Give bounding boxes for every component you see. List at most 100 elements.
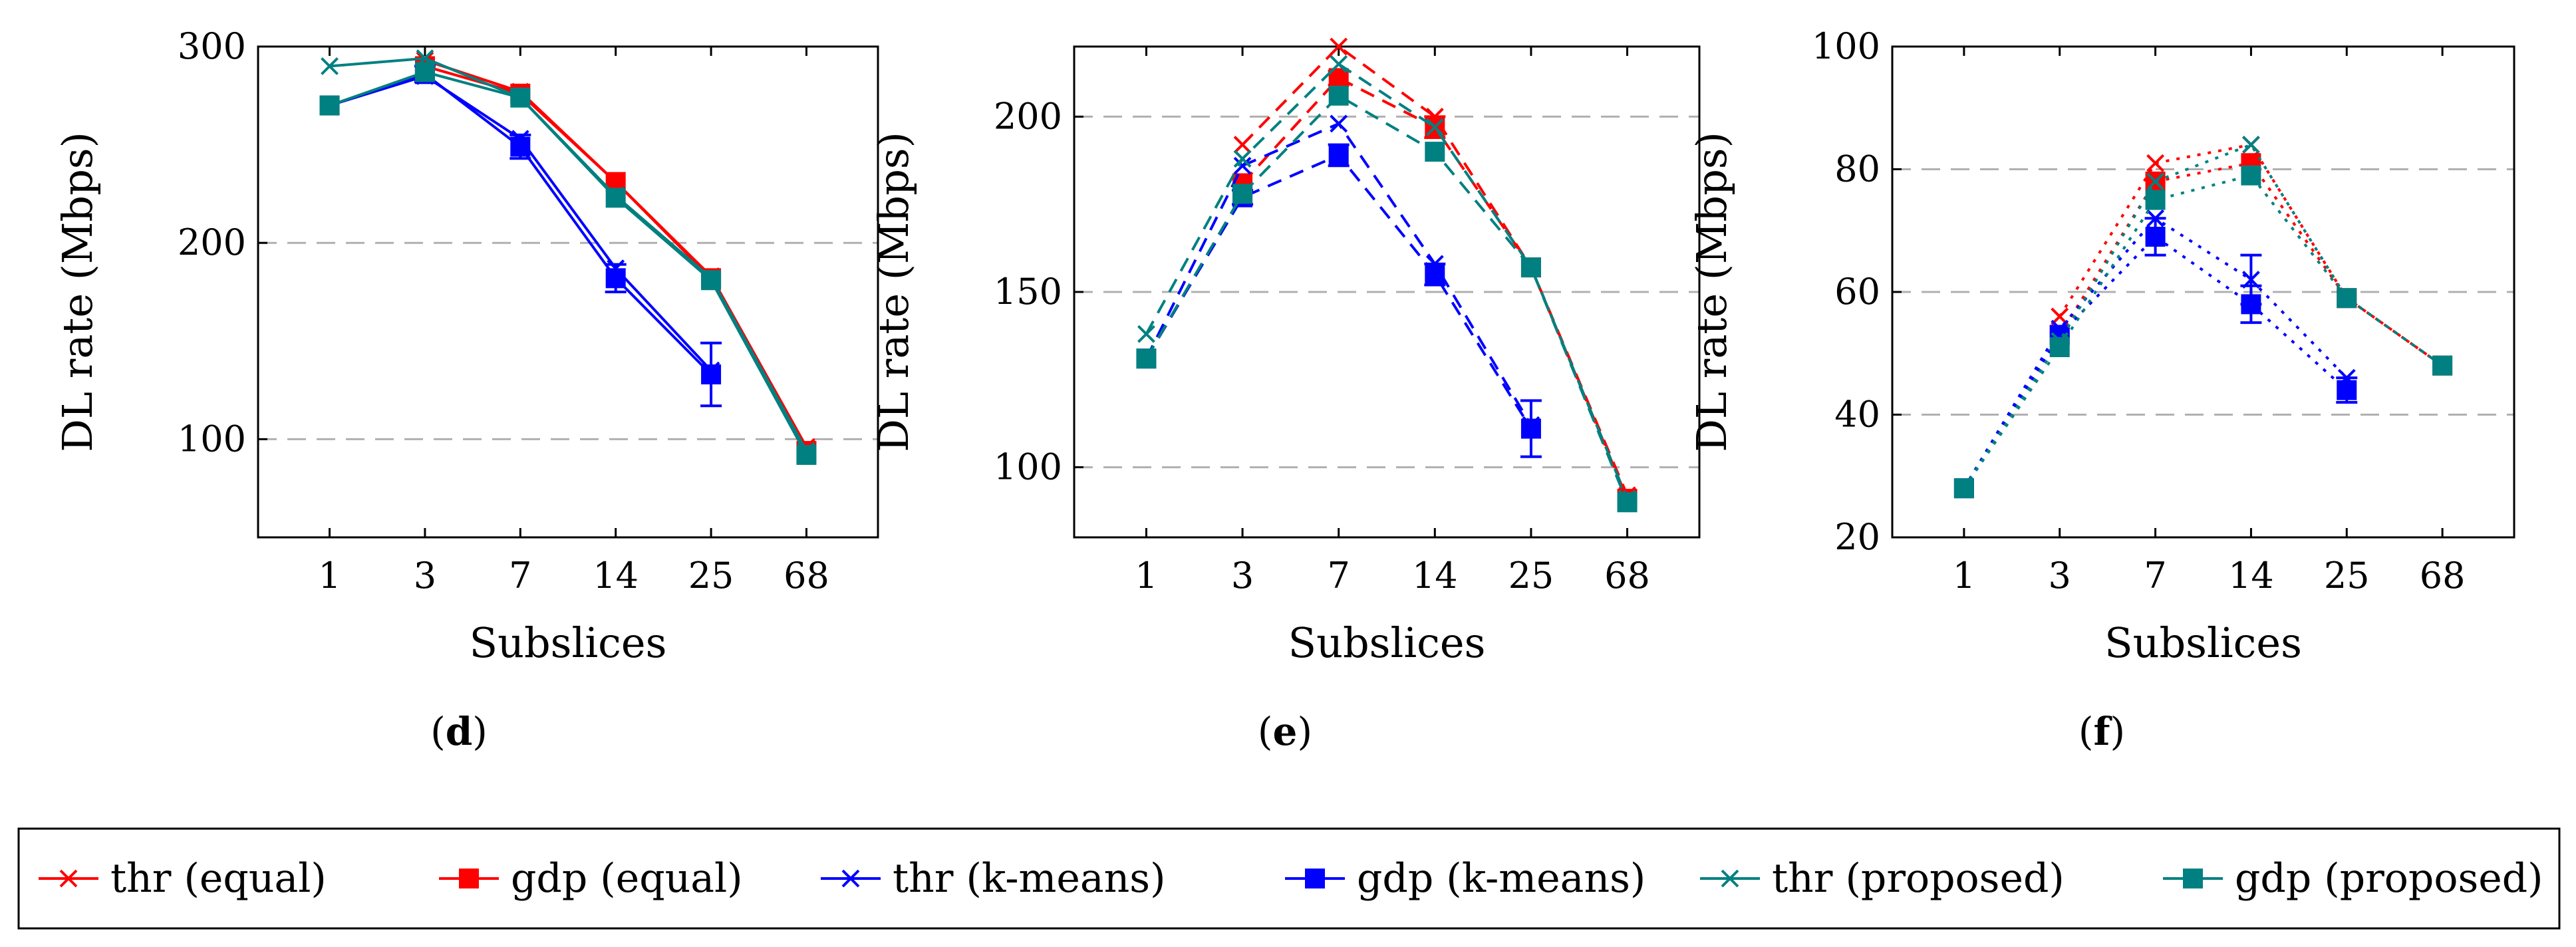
y-tick-label: 100 xyxy=(1812,25,1880,67)
series-line xyxy=(424,65,808,452)
series-gdp-k-means xyxy=(1136,143,1542,458)
series-line xyxy=(1145,122,1532,426)
data-point-cross xyxy=(2146,154,2164,172)
data-point-square xyxy=(2337,380,2357,400)
data-point-square xyxy=(2432,355,2453,376)
y-tick-label: 60 xyxy=(1834,271,1880,313)
data-point-square xyxy=(2049,337,2070,358)
data-point-square xyxy=(605,268,626,289)
caption-f: (f) xyxy=(2078,709,2125,754)
data-point-square xyxy=(319,95,340,116)
x-tick-label: 1 xyxy=(1135,555,1157,597)
legend-label: gdp (proposed) xyxy=(2235,855,2543,902)
series-thr-proposed xyxy=(321,49,815,460)
data-point-cross xyxy=(1330,114,1348,133)
series-line xyxy=(329,70,808,456)
legend-label: thr (k-means) xyxy=(893,855,1166,902)
legend-entry: gdp (proposed) xyxy=(2163,855,2543,902)
data-point-square xyxy=(2145,190,2166,210)
data-point-square xyxy=(1232,184,1253,204)
y-tick-label: 150 xyxy=(994,271,1062,313)
legend-marker-square xyxy=(1305,869,1325,888)
data-point-square xyxy=(1425,142,1445,162)
x-tick-label: 3 xyxy=(2049,555,2071,597)
series-gdp-proposed xyxy=(319,62,817,466)
legend-entry: gdp (k-means) xyxy=(1285,855,1646,902)
chart-f: 20 40 60 80 100 1 3 7 14 25 68 Subslices DL rate (Mb… xyxy=(1687,25,2515,667)
data-point-cross xyxy=(1137,325,1155,343)
data-point-square xyxy=(510,87,531,108)
x-axis-label: Subslices xyxy=(2104,618,2302,667)
series-line xyxy=(329,72,712,376)
series-line xyxy=(1145,94,1629,503)
series-gdp-proposed xyxy=(1136,85,1638,513)
y-tick-label: 20 xyxy=(1834,516,1880,558)
data-point-square xyxy=(2241,165,2261,186)
series-gdp-k-means xyxy=(1953,217,2358,499)
data-point-square xyxy=(2241,294,2261,315)
data-point-cross xyxy=(1233,136,1252,154)
legend-marker-square xyxy=(459,869,479,888)
x-tick-label: 25 xyxy=(688,555,734,597)
data-point-square xyxy=(605,188,626,208)
x-tick-label: 14 xyxy=(1412,555,1458,597)
legend-marker-cross xyxy=(1721,869,1739,888)
svg-text:(d): (d) xyxy=(430,709,488,754)
svg-text:(f): (f) xyxy=(2078,709,2125,754)
chart-e: 100 150 200 1 3 7 14 25 68 Subslices DL rate (Mbps… xyxy=(869,37,1701,667)
x-tick-label: 3 xyxy=(414,555,436,597)
y-tick-label: 100 xyxy=(994,446,1062,488)
data-point-cross xyxy=(1425,118,1444,136)
caption-d-text: d xyxy=(446,709,473,754)
series-line xyxy=(1145,62,1629,499)
legend-entry: gdp (equal) xyxy=(439,855,743,902)
data-point-square xyxy=(796,445,817,466)
x-axis-label: Subslices xyxy=(470,618,667,667)
legend-label: thr (proposed) xyxy=(1772,855,2065,902)
series-line xyxy=(1963,174,2444,489)
series-line xyxy=(1241,76,1629,499)
series-thr-proposed xyxy=(1955,136,2452,497)
data-point-square xyxy=(1136,348,1157,369)
data-point-square xyxy=(1328,145,1349,166)
series-line xyxy=(329,57,808,452)
data-point-square xyxy=(1328,85,1349,106)
x-tick-label: 68 xyxy=(2420,555,2466,597)
x-tick-label: 7 xyxy=(509,555,531,597)
x-tick-label: 68 xyxy=(1604,555,1650,597)
caption-e-text: e xyxy=(1273,709,1298,754)
legend-label: gdp (equal) xyxy=(511,855,743,902)
data-point-cross xyxy=(1233,150,1252,168)
legend: thr (equal) gdp (equal) thr (k-means) gdp (… xyxy=(17,827,2561,930)
legend-marker-cross xyxy=(59,869,78,888)
series-line xyxy=(1963,235,2348,489)
y-tick-label: 300 xyxy=(178,25,246,67)
y-tick-label: 200 xyxy=(994,95,1062,137)
data-point-cross xyxy=(1233,156,1252,175)
plot-frame xyxy=(257,45,879,539)
data-point-square xyxy=(701,364,722,384)
y-axis-label: DL rate (Mbps) xyxy=(1687,132,1736,452)
data-point-square xyxy=(1425,264,1445,285)
x-tick-label: 14 xyxy=(593,555,639,597)
data-point-cross xyxy=(1330,55,1348,73)
x-axis-label: Subslices xyxy=(1288,618,1486,667)
x-tick-label: 7 xyxy=(1328,555,1350,597)
legend-marker-square xyxy=(2183,869,2203,888)
legend-entry: thr (proposed) xyxy=(1700,855,2065,902)
y-tick-label: 200 xyxy=(178,221,246,263)
x-tick-label: 25 xyxy=(1508,555,1554,597)
x-tick-label: 1 xyxy=(1953,555,1975,597)
legend-label: gdp (k-means) xyxy=(1357,855,1646,902)
data-point-square xyxy=(2145,226,2166,247)
data-point-cross xyxy=(321,57,339,75)
series-gdp-equal xyxy=(414,56,817,462)
x-tick-label: 1 xyxy=(318,555,341,597)
data-point-square xyxy=(1520,418,1541,439)
caption-e: (e) xyxy=(1258,709,1312,754)
caption-f-text: f xyxy=(2094,709,2113,754)
x-tick-label: 3 xyxy=(1231,555,1254,597)
series-line xyxy=(1963,216,2348,489)
series-thr-k-means xyxy=(321,67,720,380)
data-point-cross xyxy=(2146,172,2164,191)
